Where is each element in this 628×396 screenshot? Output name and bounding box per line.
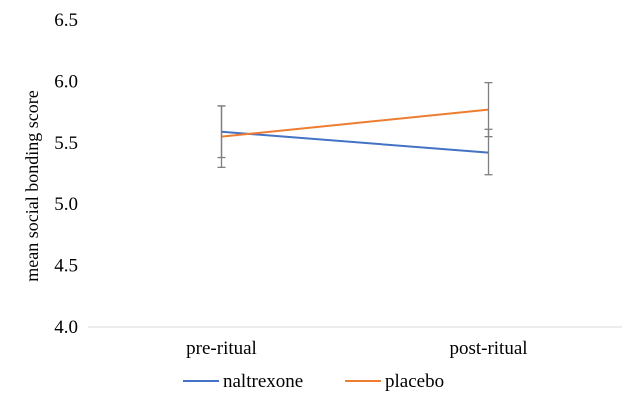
series-line-naltrexone	[221, 130, 489, 154]
y-tick-labels: 4.0 4.5 5.0 5.5 6.0 6.5	[54, 10, 78, 338]
x-tick-label: post-ritual	[449, 338, 527, 359]
x-tick-label: pre-ritual	[186, 338, 257, 359]
series-lines	[221, 108, 489, 154]
error-bar-placebo	[484, 81, 493, 138]
y-tick-label: 4.0	[54, 317, 78, 338]
series-line-placebo	[221, 108, 489, 138]
y-axis-label: mean social bonding score	[22, 90, 42, 281]
x-tick-labels: pre-ritual post-ritual	[186, 338, 527, 359]
error-bar-placebo	[217, 105, 226, 169]
y-tick-label: 6.0	[54, 71, 78, 92]
legend: naltrexone placebo	[183, 371, 444, 392]
legend-label: naltrexone	[223, 371, 303, 392]
y-tick-label: 5.0	[54, 194, 78, 215]
legend-label: placebo	[385, 371, 444, 392]
legend-item-placebo: placebo	[345, 371, 444, 392]
y-tick-label: 4.5	[54, 256, 78, 277]
legend-item-naltrexone: naltrexone	[183, 371, 303, 392]
error-bars	[217, 81, 493, 176]
y-tick-label: 6.5	[54, 10, 78, 31]
y-tick-label: 5.5	[54, 133, 78, 154]
